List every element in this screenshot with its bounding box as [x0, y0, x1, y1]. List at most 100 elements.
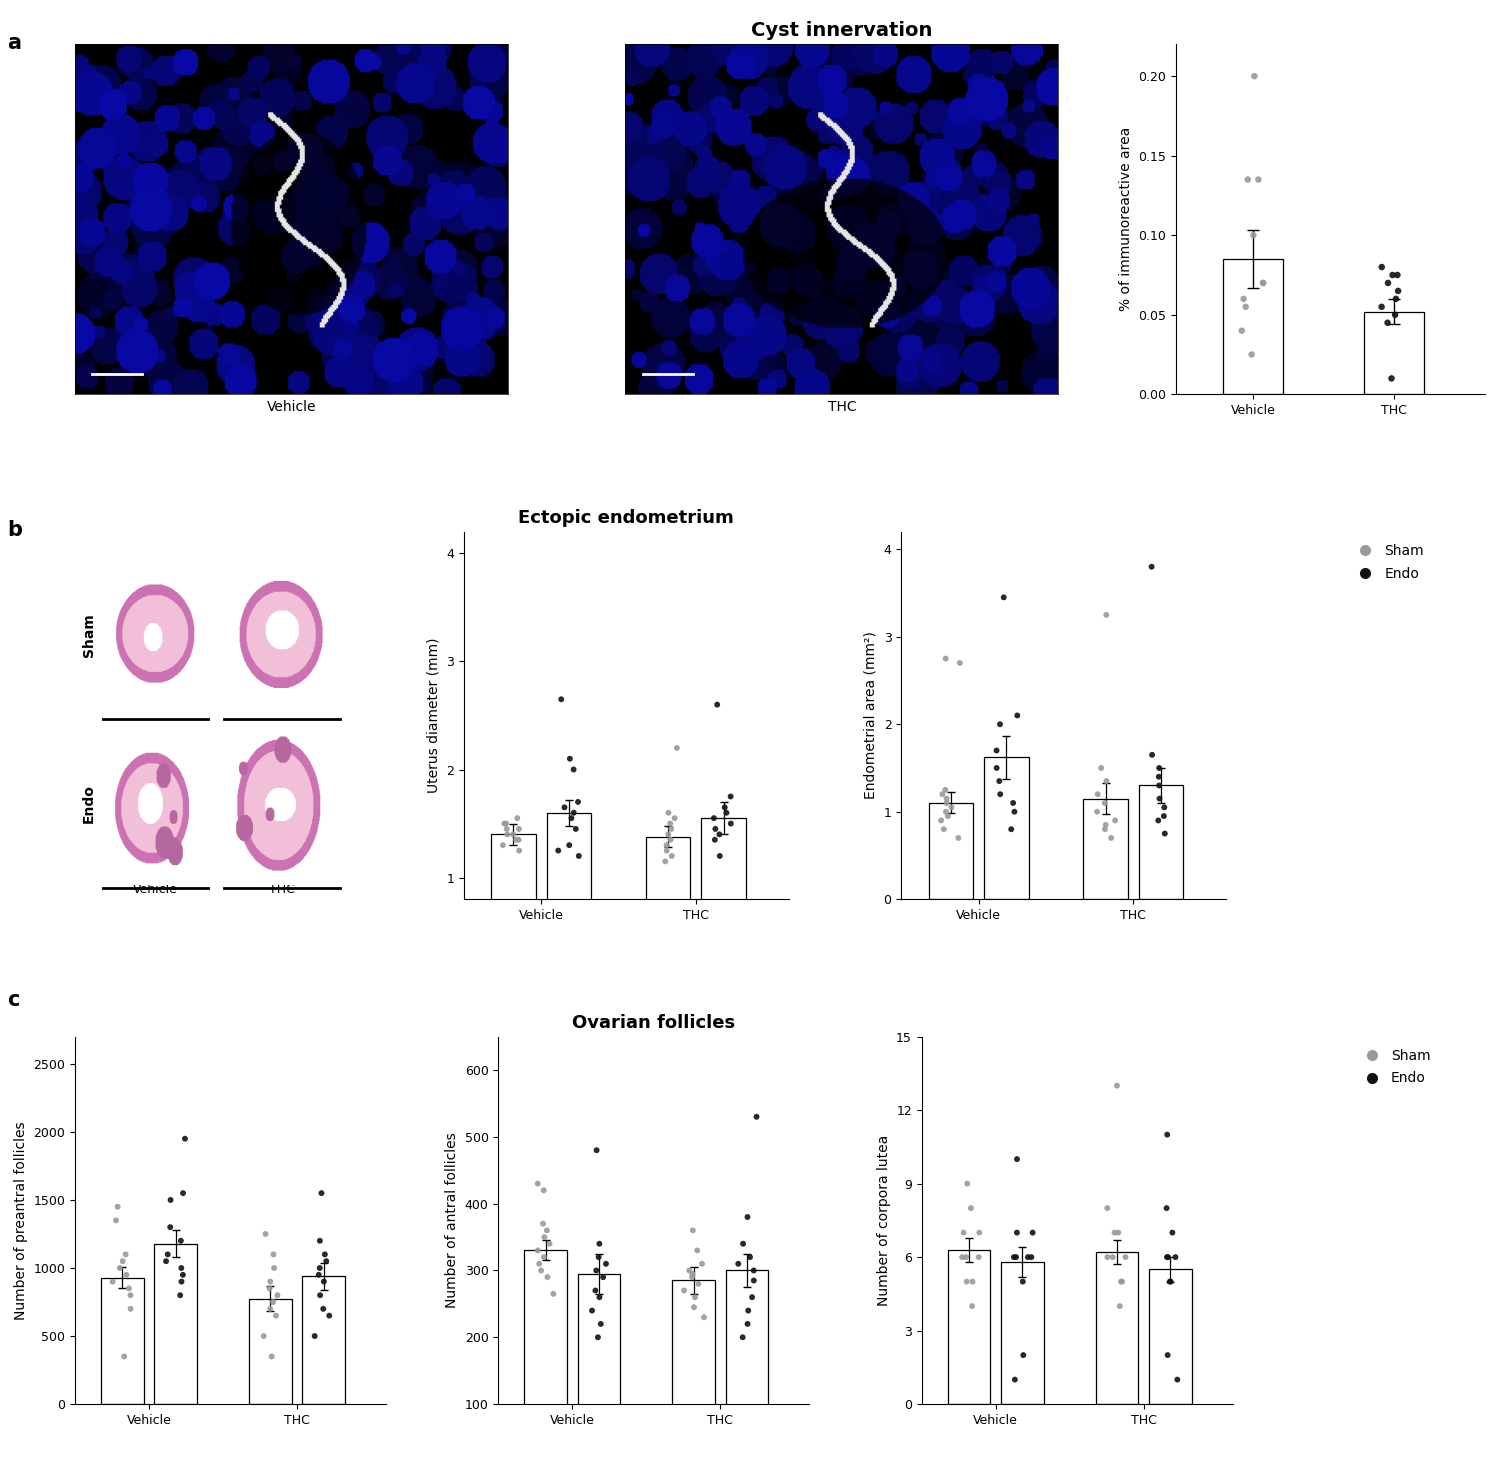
- Point: [100, 1270, 124, 1293]
- Point: [730, 1326, 754, 1349]
- Bar: [303, 1276, 345, 1404]
- Point: [950, 1246, 974, 1270]
- Point: [741, 1259, 765, 1283]
- Point: [1154, 822, 1178, 845]
- Point: [1140, 743, 1164, 767]
- Point: [1094, 817, 1118, 841]
- Point: [1095, 1196, 1119, 1219]
- Point: [585, 1138, 609, 1162]
- Point: [966, 1246, 990, 1270]
- Point: [1148, 766, 1172, 789]
- Point: [117, 1277, 141, 1301]
- Point: [1152, 804, 1176, 828]
- Point: [984, 757, 1008, 780]
- Point: [987, 769, 1011, 792]
- Point: [954, 1270, 978, 1293]
- Point: [1370, 296, 1394, 319]
- Point: [1095, 1246, 1119, 1270]
- Bar: [490, 835, 536, 986]
- Point: [105, 1194, 129, 1218]
- Bar: [928, 803, 974, 899]
- Point: [654, 838, 678, 862]
- Point: [1148, 773, 1172, 797]
- Text: c: c: [8, 990, 20, 1011]
- Bar: [702, 819, 746, 986]
- Point: [933, 777, 957, 801]
- Point: [682, 1295, 706, 1318]
- Point: [318, 1304, 342, 1327]
- Point: [692, 1305, 715, 1329]
- Point: [726, 1252, 750, 1276]
- Point: [1100, 826, 1124, 850]
- Point: [588, 1233, 612, 1256]
- Point: [159, 1188, 183, 1212]
- Point: [1106, 1075, 1130, 1098]
- Point: [254, 1222, 278, 1246]
- Point: [154, 1249, 178, 1273]
- Point: [984, 739, 1008, 763]
- Point: [1095, 769, 1119, 792]
- Point: [1164, 1246, 1188, 1270]
- Point: [170, 1228, 194, 1252]
- Point: [654, 850, 678, 873]
- Point: [658, 828, 682, 851]
- Point: [118, 1283, 142, 1307]
- Point: [742, 1268, 766, 1292]
- Point: [1161, 1221, 1185, 1244]
- Y-axis label: Number of antral follicles: Number of antral follicles: [446, 1132, 459, 1308]
- Point: [111, 1249, 135, 1273]
- Point: [657, 801, 681, 825]
- Bar: [645, 837, 690, 986]
- Point: [1380, 263, 1404, 287]
- Point: [264, 1304, 288, 1327]
- Point: [112, 1345, 136, 1369]
- Point: [740, 1286, 764, 1310]
- Point: [588, 1286, 612, 1310]
- Point: [261, 1243, 285, 1267]
- Point: [1146, 808, 1170, 832]
- Point: [1251, 270, 1275, 294]
- Legend: Sham, Endo: Sham, Endo: [1352, 1043, 1436, 1091]
- Point: [1002, 800, 1026, 823]
- Point: [168, 1283, 192, 1307]
- Point: [495, 823, 519, 847]
- Point: [108, 1256, 132, 1280]
- X-axis label: Vehicle: Vehicle: [267, 401, 316, 414]
- Point: [526, 1239, 550, 1262]
- Point: [702, 807, 726, 831]
- Point: [1166, 1367, 1190, 1391]
- Point: [1020, 1221, 1044, 1244]
- Bar: [249, 1299, 291, 1404]
- Point: [536, 1218, 560, 1242]
- Point: [681, 1218, 705, 1242]
- Point: [654, 834, 678, 857]
- Point: [928, 808, 952, 832]
- Point: [532, 1246, 556, 1270]
- Bar: [1096, 1252, 1138, 1404]
- Point: [552, 795, 576, 819]
- Point: [1148, 757, 1172, 780]
- Bar: [578, 1274, 621, 1471]
- Bar: [672, 1280, 716, 1471]
- Point: [933, 647, 957, 671]
- Point: [315, 1249, 339, 1273]
- Point: [988, 712, 1012, 736]
- Point: [1370, 256, 1394, 279]
- Point: [526, 1252, 550, 1276]
- Point: [562, 801, 586, 825]
- Point: [1102, 808, 1126, 832]
- Point: [314, 1243, 338, 1267]
- Point: [1095, 603, 1119, 627]
- Point: [657, 823, 681, 847]
- Legend: Sham, Endo: Sham, Endo: [1346, 538, 1430, 587]
- Point: [308, 1283, 332, 1307]
- Point: [1084, 800, 1108, 823]
- Point: [312, 1270, 336, 1293]
- Point: [1155, 1246, 1179, 1270]
- Point: [158, 1215, 182, 1239]
- Point: [549, 687, 573, 711]
- Point: [718, 811, 742, 835]
- Point: [586, 1326, 610, 1349]
- Point: [686, 1239, 709, 1262]
- Point: [1011, 1344, 1035, 1367]
